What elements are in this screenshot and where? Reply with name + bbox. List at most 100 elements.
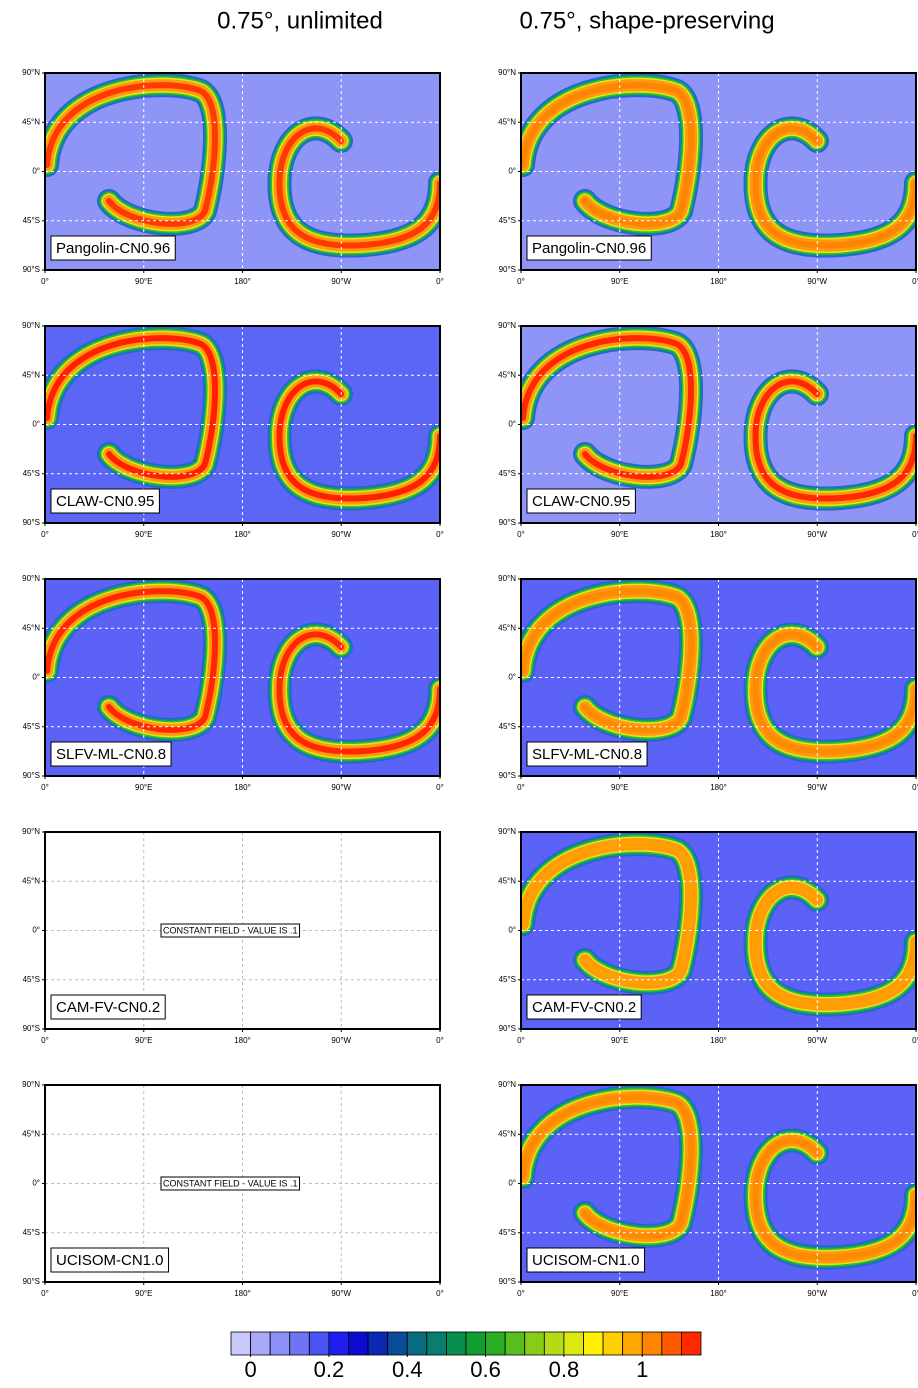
x-tick-label: 90°W xyxy=(331,277,351,286)
y-tick-label: 45°S xyxy=(23,469,40,478)
constant-note: CONSTANT FIELD - VALUE IS .1 xyxy=(160,1176,301,1191)
panel-label: CLAW-CN0.95 xyxy=(50,488,160,514)
x-tick-label: 90°E xyxy=(611,1036,628,1045)
tracer-band xyxy=(45,326,227,489)
colorbar-box xyxy=(563,1331,584,1356)
colorbar-box xyxy=(250,1331,271,1356)
y-tick-label: 45°N xyxy=(498,876,516,885)
y-tick-label: 90°S xyxy=(499,1024,516,1033)
x-tick-label: 90°E xyxy=(135,1289,152,1298)
x-tick-label: 90°W xyxy=(331,1289,351,1298)
colorbar-box xyxy=(602,1331,624,1356)
tracer-band xyxy=(743,369,916,511)
map-panel xyxy=(521,73,916,270)
y-tick-label: 90°N xyxy=(498,574,516,583)
colorbar-tick-label: 0.8 xyxy=(549,1357,580,1382)
x-tick-label: 0° xyxy=(41,277,49,286)
y-tick-label: 0° xyxy=(32,1179,40,1188)
tracer-band xyxy=(521,832,703,995)
x-tick-label: 90°W xyxy=(807,1036,827,1045)
tracer-band xyxy=(267,116,440,258)
colorbar-box xyxy=(230,1331,251,1356)
y-tick-label: 45°N xyxy=(22,1129,40,1138)
y-tick-label: 45°S xyxy=(23,216,40,225)
map-panel xyxy=(521,326,916,523)
label-box xyxy=(526,741,648,767)
x-tick-label: 90°W xyxy=(807,1289,827,1298)
x-tick-label: 0° xyxy=(517,277,525,286)
y-tick-label: 90°N xyxy=(498,1080,516,1089)
tracer-contour xyxy=(521,82,694,227)
colorbar-box xyxy=(308,1331,330,1356)
map-panel xyxy=(45,73,440,270)
x-tick-label: 90°E xyxy=(611,530,628,539)
label-box xyxy=(526,1247,646,1273)
colorbar-box xyxy=(328,1331,349,1356)
x-tick-label: 0° xyxy=(517,530,525,539)
y-tick-label: 45°N xyxy=(498,117,516,126)
y-tick-label: 90°S xyxy=(499,518,516,527)
panel-label-text: CAM-FV-CN0.2 xyxy=(56,999,160,1016)
tracer-contour xyxy=(276,125,440,249)
note-text: CONSTANT FIELD - VALUE IS .1 xyxy=(163,1178,298,1188)
y-tick-label: 45°N xyxy=(498,623,516,632)
x-tick-label: 90°E xyxy=(135,277,152,286)
x-tick-label: 90°W xyxy=(807,530,827,539)
x-tick-label: 0° xyxy=(436,1289,444,1298)
y-tick-label: 90°S xyxy=(499,265,516,274)
tracer-band xyxy=(45,73,227,236)
y-tick-label: 45°S xyxy=(499,469,516,478)
y-tick-label: 90°N xyxy=(498,68,516,77)
colorbar-tick-label: 0.4 xyxy=(392,1357,423,1382)
x-tick-label: 180° xyxy=(710,530,727,539)
y-tick-label: 90°S xyxy=(23,771,40,780)
label-box xyxy=(526,994,642,1020)
panel-label: CAM-FV-CN0.2 xyxy=(526,994,642,1020)
note-box xyxy=(160,923,301,938)
panel-label-text: Pangolin-CN0.96 xyxy=(532,240,646,257)
x-tick-label: 90°W xyxy=(331,1036,351,1045)
panel-label: SLFV-ML-CN0.8 xyxy=(526,741,648,767)
tracer-band xyxy=(743,875,916,1017)
y-tick-label: 45°N xyxy=(22,623,40,632)
tracer-band xyxy=(743,116,916,258)
column-title: 0.75°, unlimited xyxy=(217,7,383,34)
colorbar-box xyxy=(583,1331,604,1356)
panel-label-text: Pangolin-CN0.96 xyxy=(56,240,170,257)
y-tick-label: 0° xyxy=(32,167,40,176)
y-tick-label: 90°S xyxy=(499,771,516,780)
y-tick-label: 45°S xyxy=(23,975,40,984)
colorbar-tick-label: 1 xyxy=(636,1357,648,1382)
x-tick-label: 0° xyxy=(436,1036,444,1045)
x-tick-label: 90°E xyxy=(611,783,628,792)
x-tick-label: 90°W xyxy=(331,530,351,539)
y-tick-label: 45°S xyxy=(499,1228,516,1237)
colorbar-box xyxy=(661,1331,682,1356)
tracer-contour xyxy=(752,378,916,502)
colorbar-tick-label: 0 xyxy=(244,1357,256,1382)
colorbar-box xyxy=(367,1331,389,1356)
colorbar-tick-label: 0.6 xyxy=(470,1357,501,1382)
y-tick-label: 90°S xyxy=(23,518,40,527)
x-tick-label: 180° xyxy=(234,530,251,539)
panel-label: Pangolin-CN0.96 xyxy=(526,235,652,261)
label-box xyxy=(50,235,176,261)
y-tick-label: 0° xyxy=(32,420,40,429)
x-tick-label: 0° xyxy=(436,530,444,539)
tracer-contour xyxy=(276,378,440,502)
x-tick-label: 90°W xyxy=(807,783,827,792)
x-tick-label: 180° xyxy=(710,277,727,286)
panel-label-text: CAM-FV-CN0.2 xyxy=(532,999,636,1016)
column-title: 0.75°, shape-preserving xyxy=(519,7,774,34)
x-tick-label: 0° xyxy=(517,1036,525,1045)
x-tick-label: 0° xyxy=(41,530,49,539)
y-tick-label: 90°N xyxy=(22,68,40,77)
y-tick-label: 90°S xyxy=(499,1277,516,1286)
colorbar-box xyxy=(681,1331,702,1356)
x-tick-label: 0° xyxy=(41,1289,49,1298)
label-box xyxy=(526,488,636,514)
tracer-contour xyxy=(521,1094,694,1239)
x-tick-label: 0° xyxy=(912,783,918,792)
